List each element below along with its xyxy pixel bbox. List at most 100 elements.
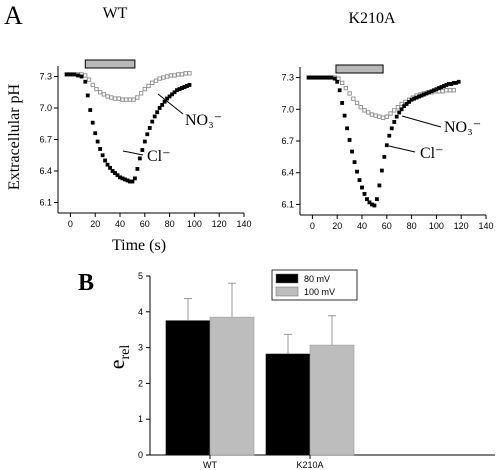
- bar-chart-ylabel: erel: [104, 345, 133, 370]
- x-tick-label: 40: [357, 221, 367, 231]
- data-point-cl: [397, 110, 402, 115]
- data-point-cl: [167, 94, 172, 99]
- data-point-cl: [325, 75, 330, 80]
- data-point-cl: [95, 139, 100, 144]
- y-tick-label: 7.3: [39, 72, 52, 82]
- data-point-no3: [179, 72, 185, 77]
- data-point-no3: [153, 78, 159, 83]
- data-point-no3: [336, 76, 341, 81]
- data-point-cl: [145, 132, 150, 137]
- data-point-cl: [105, 162, 110, 167]
- chart-wt-title: WT: [103, 5, 128, 22]
- data-point-cl: [137, 156, 142, 161]
- data-point-no3: [354, 100, 360, 106]
- data-point-no3: [384, 114, 389, 119]
- bar-y-tick-label: 4: [138, 307, 143, 317]
- x-tick-label: 100: [429, 221, 444, 231]
- data-point-no3: [183, 71, 188, 76]
- annotation-leader-line: [388, 145, 416, 153]
- data-point-cl: [362, 191, 367, 196]
- data-point-cl: [142, 139, 147, 144]
- data-point-no3: [444, 88, 449, 93]
- data-point-no3: [105, 94, 110, 99]
- x-tick-label: 20: [332, 221, 342, 231]
- data-point-cl: [132, 176, 137, 181]
- data-point-no3: [90, 82, 95, 88]
- data-point-no3: [369, 112, 375, 117]
- bar-category-label: WT: [203, 460, 217, 470]
- data-point-cl: [310, 75, 315, 80]
- data-point-no3: [120, 97, 125, 102]
- data-point-no3: [94, 86, 99, 92]
- data-point-no3: [101, 92, 107, 97]
- data-point-cl: [152, 114, 157, 119]
- data-point-cl: [404, 102, 409, 106]
- data-point-no3: [343, 85, 349, 91]
- data-point-no3: [86, 77, 92, 82]
- data-point-no3: [157, 76, 162, 81]
- data-point-cl: [83, 79, 88, 84]
- data-point-cl: [72, 72, 77, 77]
- data-point-cl: [314, 75, 319, 80]
- y-tick-label: 6.7: [281, 136, 294, 146]
- data-point-no3: [176, 72, 181, 77]
- y-tick-label: 6.4: [281, 168, 294, 178]
- bar-y-tick-label: 3: [138, 343, 143, 353]
- data-point-cl: [377, 183, 382, 188]
- x-tick-label: 0: [68, 219, 73, 229]
- data-point-no3: [395, 105, 401, 110]
- data-point-cl: [93, 131, 98, 136]
- x-tick-label: 0: [310, 221, 315, 231]
- chart-k210a-annotation-no3: NO₃⁻: [444, 119, 481, 136]
- data-point-no3: [392, 108, 397, 113]
- data-point-no3: [347, 91, 352, 96]
- data-point-cl: [147, 126, 152, 130]
- data-point-cl: [345, 126, 350, 131]
- data-point-cl: [155, 110, 160, 115]
- x-tick-label: 40: [115, 219, 125, 229]
- data-point-cl: [365, 197, 369, 202]
- data-point-cl: [75, 73, 80, 78]
- x-tick-label: 20: [90, 219, 100, 229]
- x-tick-label: 140: [478, 221, 493, 231]
- data-point-no3: [451, 88, 456, 93]
- bar-wt-1: [209, 316, 255, 456]
- data-point-cl: [389, 126, 394, 131]
- data-point-no3: [380, 115, 386, 120]
- bar-y-tick-label: 2: [138, 378, 143, 388]
- data-point-cl: [347, 138, 352, 142]
- data-point-cl: [85, 93, 90, 98]
- bar-y-tick-label: 1: [138, 414, 143, 424]
- data-point-cl: [367, 200, 372, 205]
- data-point-no3: [127, 97, 133, 102]
- annotation-leader-line: [401, 115, 442, 128]
- panel-b-letter: B: [78, 270, 94, 296]
- data-point-no3: [124, 97, 129, 102]
- bar-k210a-1: [309, 344, 355, 456]
- data-point-no3: [187, 71, 192, 76]
- data-point-no3: [168, 73, 173, 78]
- data-point-cl: [399, 107, 404, 112]
- data-point-cl: [140, 148, 145, 152]
- data-point-no3: [164, 74, 170, 79]
- data-point-no3: [161, 75, 166, 80]
- bar-k210a-0: [265, 353, 311, 456]
- y-tick-label: 6.7: [39, 135, 52, 145]
- bar-y-tick-label: 5: [138, 271, 143, 281]
- data-point-cl: [157, 106, 162, 110]
- data-point-cl: [329, 75, 333, 80]
- data-point-cl: [355, 169, 359, 174]
- y-tick-label: 6.4: [39, 166, 52, 176]
- data-point-cl: [172, 90, 177, 95]
- data-point-cl: [130, 179, 135, 184]
- data-point-cl: [332, 76, 337, 81]
- data-point-no3: [83, 73, 88, 78]
- x-tick-label: 120: [212, 219, 227, 229]
- data-point-cl: [384, 143, 389, 148]
- legend-swatch: [275, 286, 299, 297]
- data-point-cl: [340, 101, 345, 105]
- bar-y-tick-label: 0: [138, 450, 143, 460]
- chart-wt-annotation-no3: NO₃⁻: [185, 112, 222, 129]
- data-point-no3: [142, 86, 147, 92]
